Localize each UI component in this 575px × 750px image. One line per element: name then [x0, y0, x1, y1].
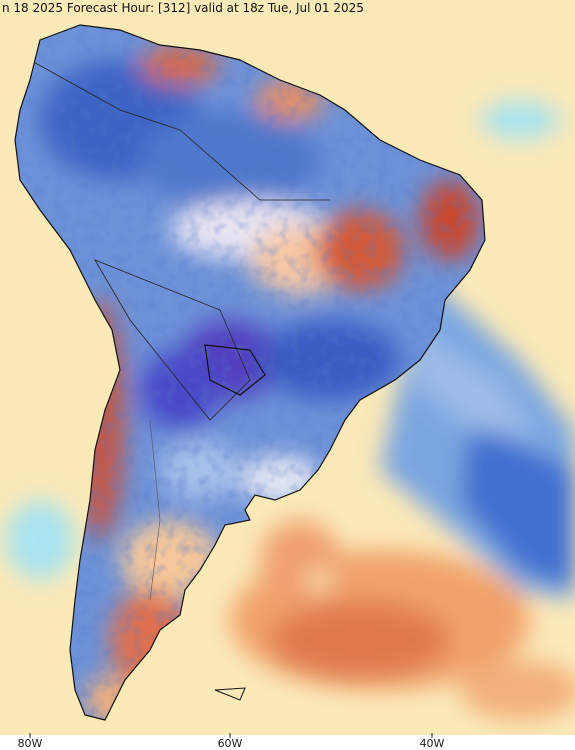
- longitude-label: 40W: [420, 737, 445, 750]
- falkland-islands: [214, 687, 246, 701]
- longitude-label: 60W: [218, 737, 243, 750]
- header-text: n 18 2025 Forecast Hour: [312] valid at …: [2, 1, 364, 15]
- longitude-label: 80W: [18, 737, 43, 750]
- ocean-anomalies: [5, 100, 575, 720]
- axis-strip: [0, 735, 575, 750]
